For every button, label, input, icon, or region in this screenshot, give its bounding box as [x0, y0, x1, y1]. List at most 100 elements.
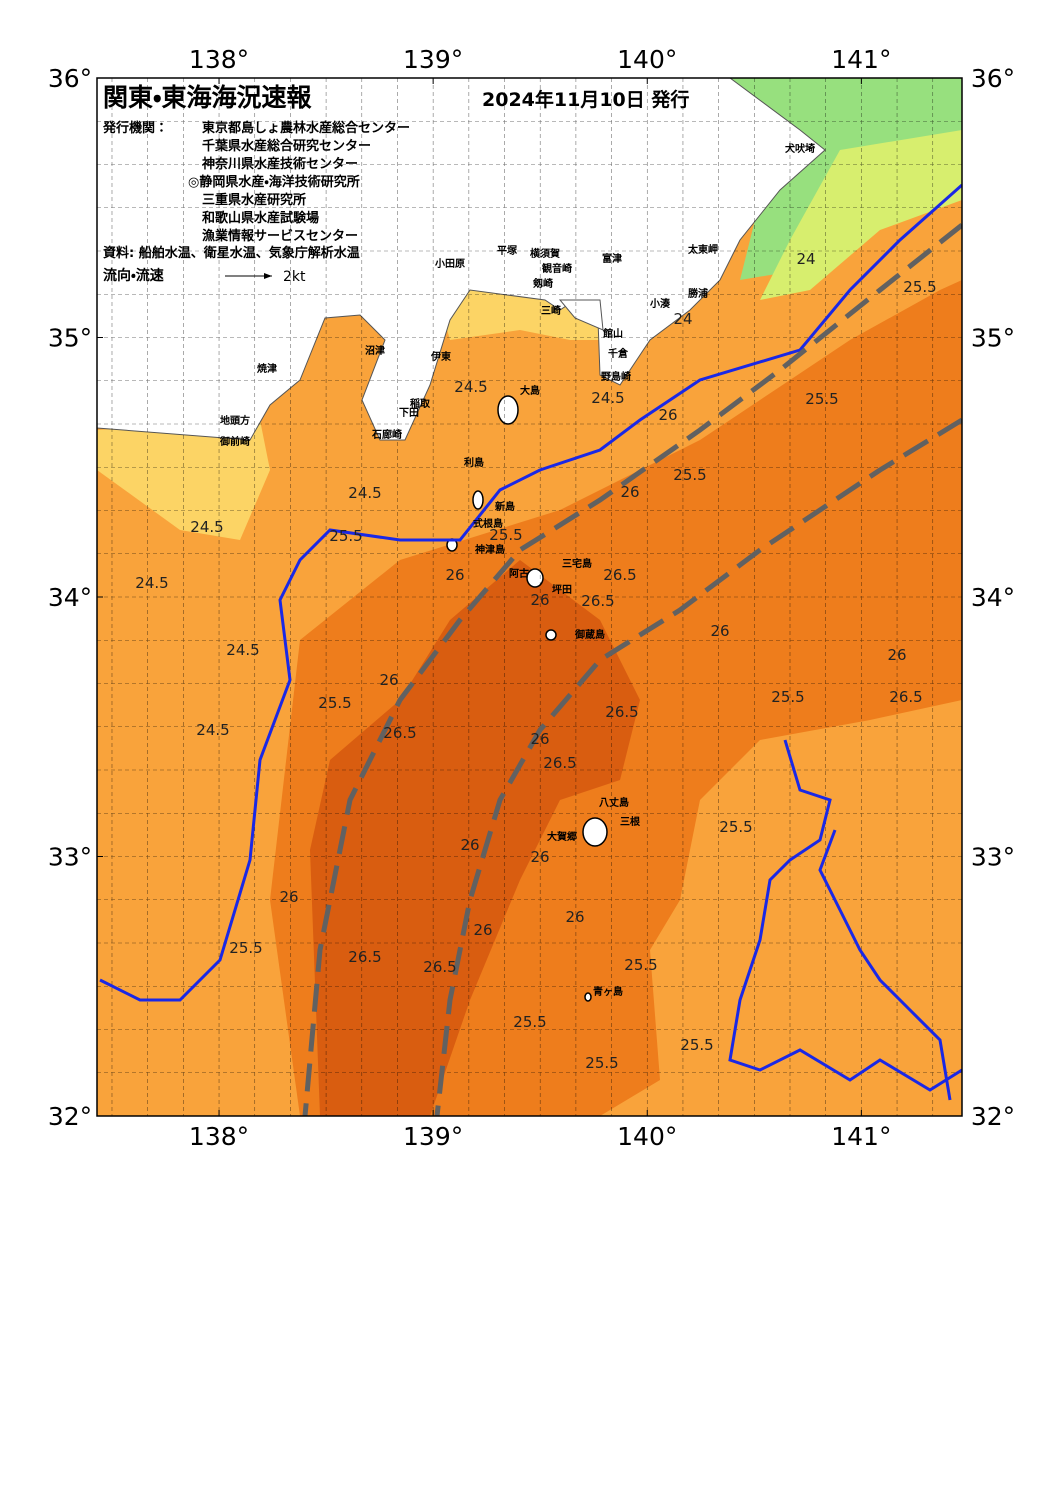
place-name: 沼津 [365, 344, 385, 357]
contour-label: 26.5 [603, 566, 636, 584]
place-name: 小田原 [434, 257, 465, 270]
place-name: 三宅島 [562, 557, 592, 570]
contour-label: 25.5 [903, 278, 936, 296]
place-name: 坪田 [552, 583, 572, 596]
place-name: 剱崎 [532, 277, 553, 290]
issue-date: 2024年11月10日 発行 [482, 88, 689, 111]
contour-label: 26 [565, 908, 584, 926]
contour-label: 26.5 [543, 754, 576, 772]
contour-label: 25.5 [624, 956, 657, 974]
contour-label: 26 [379, 671, 398, 689]
place-name: 富津 [602, 252, 622, 265]
place-name: 野島崎 [601, 370, 631, 383]
contour-label: 24.5 [196, 721, 229, 739]
contour-label: 26 [710, 622, 729, 640]
agency: 和歌山県水産試験場 [202, 210, 319, 226]
lon-label: 138° [189, 1122, 249, 1151]
lat-label: 35° [48, 324, 92, 353]
place-name: 観音崎 [542, 262, 572, 275]
contour-label: 25.5 [513, 1013, 546, 1031]
agencies-label: 発行機関： [102, 120, 168, 136]
contour-label: 24.5 [135, 574, 168, 592]
place-name: 御蔵島 [574, 628, 605, 641]
place-name: 阿古 [509, 567, 529, 580]
contour-label: 25.5 [805, 390, 838, 408]
place-name: 式根島 [473, 517, 503, 530]
lat-label: 36° [971, 64, 1015, 93]
place-name: 小湊 [649, 297, 671, 310]
contour-label: 25.5 [680, 1036, 713, 1054]
contour-label: 25.5 [229, 939, 262, 957]
lat-label: 33° [48, 843, 92, 872]
contour-label: 26 [445, 566, 464, 584]
lat-label: 32° [48, 1102, 92, 1131]
place-name: 焼津 [257, 362, 277, 375]
agency: ◎静岡県水産・海洋技術研究所 [188, 174, 360, 190]
contour-label: 26 [279, 888, 298, 906]
lon-label: 141° [831, 45, 891, 74]
lat-label: 32° [971, 1102, 1015, 1131]
contour-label: 26.5 [423, 958, 456, 976]
lat-label: 34° [48, 583, 92, 612]
place-name: 平塚 [497, 244, 518, 257]
agency: 三重県水産研究所 [202, 192, 306, 208]
place-name: 地頭方 [220, 414, 250, 427]
place-name: 神津島 [474, 543, 505, 556]
agency: 漁業情報サービスセンター [202, 228, 358, 244]
legend-label: 流向・流速 [103, 267, 164, 284]
contour-label: 24.5 [454, 378, 487, 396]
contour-label: 25.5 [318, 694, 351, 712]
contour-label: 26 [887, 646, 906, 664]
contour-label: 26.5 [605, 703, 638, 721]
place-name: 御前崎 [219, 435, 250, 448]
contour-label: 25.5 [329, 527, 362, 545]
contour-label: 24.5 [348, 484, 381, 502]
place-name: 八丈島 [599, 796, 629, 809]
lat-label: 36° [48, 64, 92, 93]
contour-label: 25.5 [585, 1054, 618, 1072]
contour-label: 26 [530, 591, 549, 609]
contour-label: 26.5 [348, 948, 381, 966]
contour-label: 24.5 [591, 389, 624, 407]
contour-label: 24.5 [190, 518, 223, 536]
lon-label: 139° [403, 45, 463, 74]
title: 関東・東海海況速報 [103, 83, 313, 112]
contour-label: 25.5 [673, 466, 706, 484]
legend-arrowhead [264, 273, 272, 279]
contour-label: 26.5 [383, 724, 416, 742]
place-name: 石廊崎 [371, 428, 402, 441]
place-name: 新島 [494, 500, 515, 513]
place-name: 千倉 [608, 347, 629, 360]
contour-label: 25.5 [771, 688, 804, 706]
place-name: 青ヶ島 [593, 985, 623, 998]
lon-label: 141° [831, 1122, 891, 1151]
contour-label: 26.5 [889, 688, 922, 706]
place-name: 稲取 [410, 397, 431, 410]
contour-label: 25.5 [489, 526, 522, 544]
place-name: 下田 [399, 407, 419, 419]
legend-scale: 2kt [283, 269, 306, 285]
place-name: 犬吠埼 [785, 142, 815, 155]
lon-label: 138° [189, 45, 249, 74]
lon-label: 139° [403, 1122, 463, 1151]
agency: 神奈川県水産技術センター [201, 156, 358, 172]
contour-label: 26.5 [581, 592, 614, 610]
place-name: 三根 [620, 815, 641, 828]
place-name: 太東岬 [687, 243, 718, 256]
contour-label: 26 [530, 848, 549, 866]
place-name: 大賀郷 [547, 830, 577, 843]
place-name: 三崎 [541, 304, 561, 317]
contour-label: 25.5 [719, 818, 752, 836]
agency: 東京都島しょ農林水産総合センター [202, 120, 410, 136]
contour-label: 26 [620, 483, 639, 501]
lat-label: 34° [971, 583, 1015, 612]
place-name: 利島 [464, 456, 484, 469]
lat-label: 35° [971, 324, 1015, 353]
contour-label: 24.5 [226, 641, 259, 659]
source: 資料: 船舶水温、衛星水温、気象庁解析水温 [103, 245, 360, 261]
contour-label: 24 [796, 250, 815, 268]
place-name: 伊東 [430, 350, 451, 363]
contour-label: 24 [673, 310, 692, 328]
